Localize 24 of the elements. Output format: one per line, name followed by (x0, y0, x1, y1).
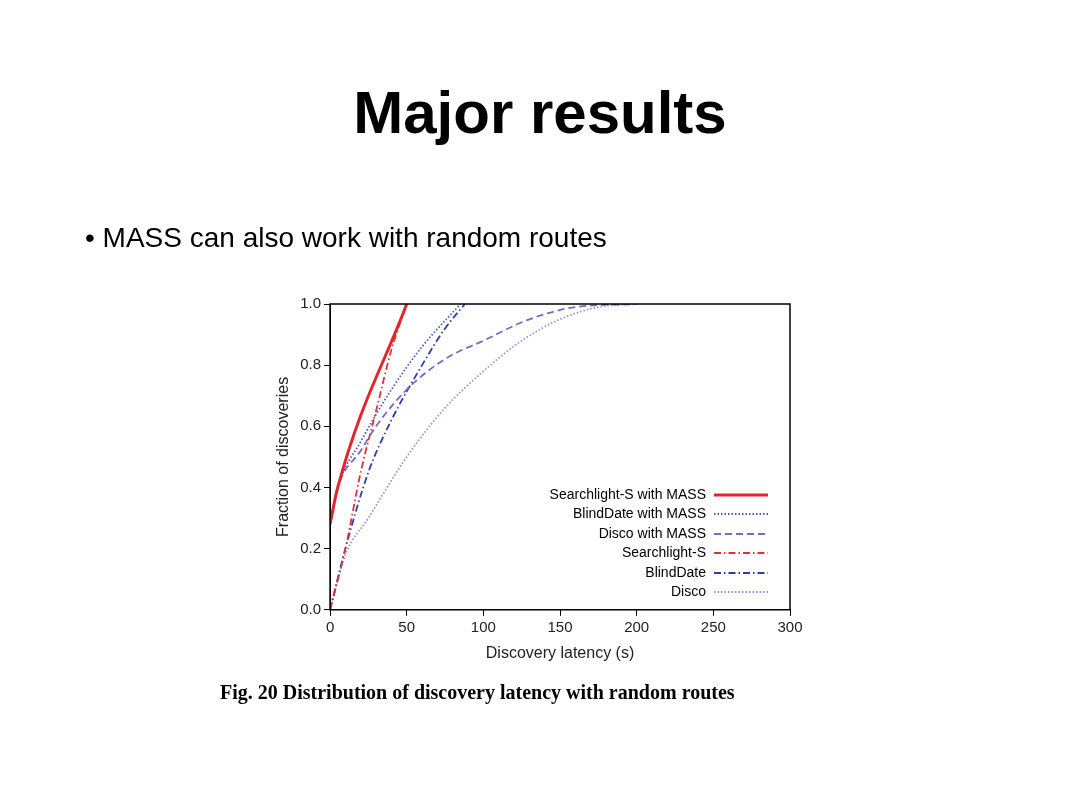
legend-label: Searchlight-S (621, 543, 706, 563)
x-tick-label: 200 (624, 617, 650, 635)
y-tick-label: 0.6 (300, 416, 322, 434)
legend-label: BlindDate (645, 562, 706, 582)
y-tick-label: 0.4 (300, 477, 322, 495)
y-tick-label: 1.0 (300, 294, 322, 312)
x-tick-label: 0 (325, 617, 335, 635)
chart-subtitle: • MASS can also work with random routes (85, 222, 607, 254)
x-tick-label: 50 (398, 617, 416, 635)
x-axis-title: Discovery latency (s) (485, 643, 635, 661)
x-tick-label: 150 (547, 617, 573, 635)
legend-label: Searchlight-S with MASS (549, 484, 706, 504)
x-tick-label: 100 (470, 617, 496, 635)
legend-label: Disco (670, 582, 706, 602)
x-tick-label: 250 (700, 617, 726, 635)
legend-label: BlindDate with MASS (572, 504, 706, 524)
y-axis-title: Fraction of discoveries (274, 376, 292, 537)
y-tick-label: 0.0 (300, 599, 322, 617)
y-tick-label: 0.2 (300, 538, 322, 556)
legend-label: Disco with MASS (598, 523, 706, 543)
x-tick-label: 300 (777, 617, 803, 635)
caption: Fig. 20 Distribution of discovery latency with random routes (220, 680, 736, 706)
y-tick-label: 0.8 (300, 355, 322, 373)
chart-title: Major results (352, 78, 728, 147)
